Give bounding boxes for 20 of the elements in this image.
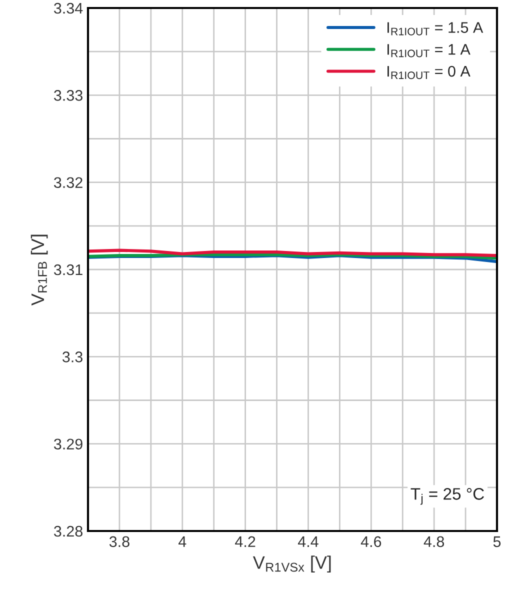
y-tick-label: 3.33 <box>54 90 82 101</box>
x-axis-title: V$_{R1VSx}$ [V] <box>252 556 331 572</box>
y-tick-label: 3.3 <box>62 352 82 362</box>
x-tick-label: 4 <box>178 536 186 547</box>
y-tick-label: 3.34 <box>54 2 83 14</box>
y-tick-label: 3.29 <box>54 438 82 450</box>
legend-label: I$_{R1IOUT}$ = 0 A <box>387 66 470 80</box>
x-tick-label: 4.2 <box>235 536 256 547</box>
legend-label: I$_{R1IOUT}$ = 1.5 A <box>387 22 484 36</box>
y-axis-title: V$_{R1FB}$ [V] <box>30 234 48 306</box>
y-tick-label: 3.28 <box>54 526 82 537</box>
x-tick-label: 4.6 <box>360 536 382 548</box>
x-tick-label: 4.4 <box>298 536 318 547</box>
x-tick-label: 5 <box>493 536 501 548</box>
x-tick-label: 4.8 <box>424 536 444 548</box>
y-tick-label: 3.31 <box>54 264 82 276</box>
annotation: T$_{j}$ = 25 °C <box>410 488 484 505</box>
legend-label: I$_{R1IOUT}$ = 1 A <box>387 44 470 58</box>
y-tick-label: 3.32 <box>54 177 82 188</box>
x-tick-label: 3.8 <box>109 536 130 548</box>
